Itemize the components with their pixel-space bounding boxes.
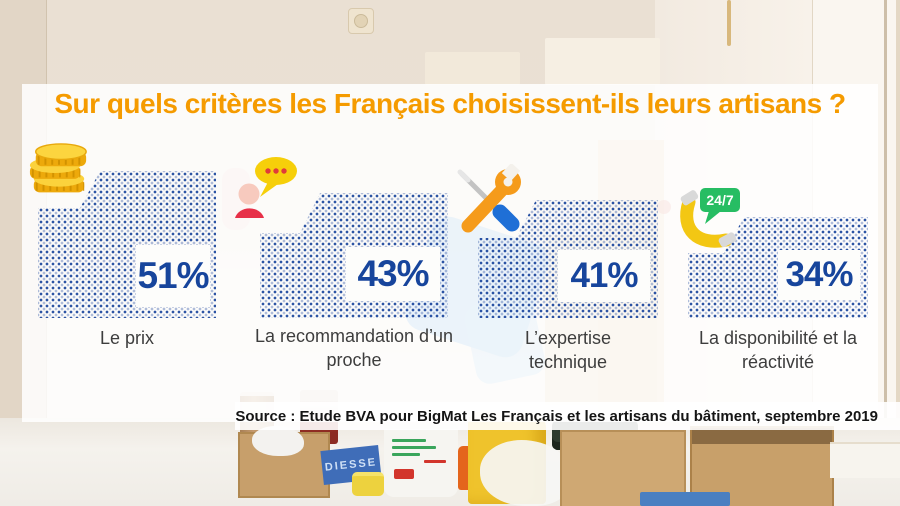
photo-wall-outlet (348, 8, 374, 34)
label-expertise: L’expertise technique (524, 328, 612, 373)
phone-24-7-icon: 24/7 (680, 188, 740, 248)
label-recommandation: La recommandation d’un proche (254, 326, 454, 371)
photo-open-box (238, 426, 330, 498)
photo-yellow-sponge (352, 472, 384, 496)
photo-blue-tray (640, 492, 730, 506)
photo-shelf-box (425, 52, 520, 85)
source-text: Source : Etude BVA pour BigMat Les Franç… (235, 407, 878, 425)
percent-value-expertise: 41% (558, 250, 650, 302)
photo-frame-shadow (884, 0, 887, 462)
label-le-prix: Le prix (99, 328, 155, 348)
percent-value-le-prix: 51% (136, 245, 210, 307)
photo-plastic-wrap (480, 440, 572, 506)
photo-hanging-cord (727, 0, 731, 46)
photo-white-bucket (384, 424, 458, 497)
label-disponibilite: La disponibilité et la réactivité (698, 328, 858, 373)
badge-24-7: 24/7 (706, 192, 733, 208)
infographic-title: Sur quels critères les Français choisiss… (54, 88, 846, 119)
coins-icon (29, 143, 87, 193)
percent-value-disponibilite: 34% (778, 250, 860, 300)
photo-right-edge (896, 0, 900, 472)
speech-person-icon (235, 157, 297, 218)
source-strip: Source : Etude BVA pour BigMat Les Franç… (235, 402, 900, 430)
photo-shelf-box (545, 38, 660, 85)
photo-skirting-board (830, 442, 900, 478)
percent-value-recommandation: 43% (346, 247, 440, 301)
crossed-tools-icon (457, 164, 521, 233)
